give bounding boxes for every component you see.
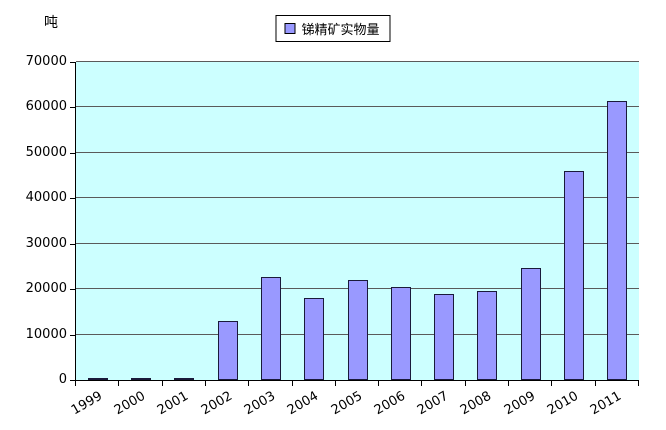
legend: 锑精矿实物量	[275, 15, 391, 42]
x-tick-mark	[638, 381, 639, 386]
bar-2005	[347, 280, 368, 380]
x-tick-mark	[118, 381, 120, 386]
x-tick-mark	[551, 381, 553, 386]
y-tick-mark	[70, 62, 75, 63]
x-tick-label-2004: 2004	[285, 388, 322, 419]
x-tick-label-2010: 2010	[544, 388, 582, 419]
x-tick-mark	[204, 381, 206, 386]
gridline	[76, 197, 639, 199]
y-tick-label: 0	[58, 372, 67, 387]
x-tick-mark	[464, 381, 466, 386]
legend-swatch-icon	[284, 23, 296, 34]
x-tick-mark	[378, 381, 380, 386]
x-tick-mark	[161, 381, 163, 386]
x-tick-label-2003: 2003	[241, 388, 278, 419]
x-tick-mark	[334, 381, 336, 386]
bar-2001	[174, 378, 195, 380]
gridline	[76, 242, 639, 244]
plot-area	[75, 61, 639, 381]
x-tick-mark	[291, 381, 293, 386]
bar-2008	[477, 291, 498, 380]
x-tick-label-2002: 2002	[198, 388, 235, 419]
y-tick-mark	[70, 107, 75, 109]
x-tick-label-2006: 2006	[371, 388, 408, 419]
bar-2003	[260, 276, 281, 380]
bar-2006	[390, 286, 411, 380]
bar-2002	[217, 320, 238, 380]
gridline	[76, 106, 639, 108]
bar-2000	[130, 378, 151, 380]
x-tick-mark	[508, 381, 510, 386]
x-tick-label-2000: 2000	[111, 388, 149, 419]
x-tick-label-2011: 2011	[588, 388, 625, 419]
y-tick-mark	[70, 198, 75, 200]
bar-2009	[520, 267, 541, 380]
bar-1999	[87, 378, 108, 380]
x-tick-label-2001: 2001	[155, 388, 192, 419]
y-tick-label: 20000	[25, 281, 67, 297]
bar-2007	[434, 293, 455, 380]
x-tick-label-2005: 2005	[328, 388, 365, 419]
y-axis-unit-label: 吨	[44, 15, 58, 31]
gridline	[76, 151, 639, 153]
y-tick-mark	[70, 289, 75, 291]
y-tick-mark	[70, 380, 75, 381]
y-tick-label: 40000	[25, 190, 67, 206]
x-tick-mark	[421, 381, 423, 386]
y-tick-mark	[70, 334, 75, 336]
y-tick-label: 50000	[25, 144, 67, 160]
y-tick-mark	[70, 152, 75, 154]
legend-label: 锑精矿实物量	[301, 23, 380, 38]
y-tick-label: 30000	[25, 235, 67, 251]
y-tick-label: 60000	[25, 99, 67, 115]
x-tick-label-2008: 2008	[458, 388, 495, 419]
y-tick-label: 70000	[25, 54, 67, 69]
bar-2011	[607, 100, 628, 380]
bar-2004	[304, 298, 325, 380]
x-tick-label-2007: 2007	[415, 388, 452, 419]
bar-2010	[564, 171, 585, 380]
gridline	[76, 61, 639, 62]
y-tick-mark	[70, 243, 75, 245]
y-tick-label: 10000	[25, 326, 67, 342]
x-tick-mark	[248, 381, 250, 386]
x-tick-mark	[594, 381, 596, 386]
x-tick-mark	[75, 381, 76, 386]
x-tick-label-2009: 2009	[501, 388, 538, 419]
x-tick-label-1999: 1999	[68, 388, 105, 419]
